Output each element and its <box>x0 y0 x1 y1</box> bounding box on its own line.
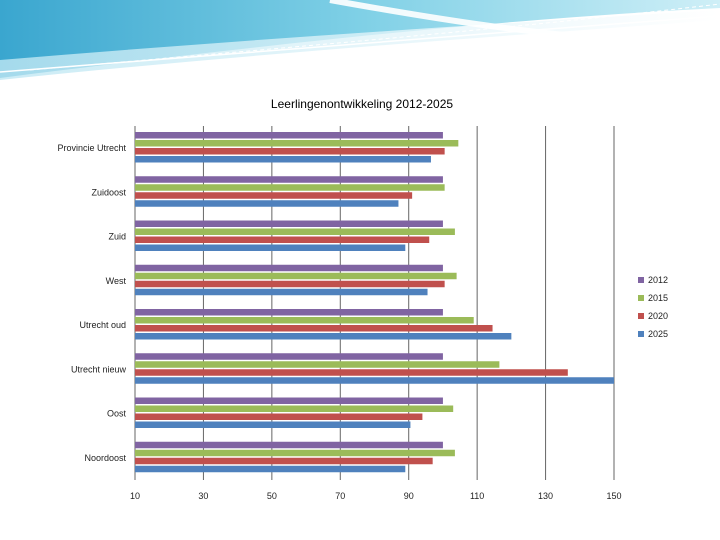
x-tick-label: 10 <box>130 491 140 501</box>
legend-swatch-2020 <box>638 313 644 319</box>
bar-2025 <box>135 156 431 163</box>
bar-2012 <box>135 132 443 139</box>
bar-2025 <box>135 333 512 340</box>
legend-label: 2012 <box>648 275 668 285</box>
bar-2012 <box>135 264 443 272</box>
category-label: Noordoost <box>84 453 126 463</box>
bar-2015 <box>135 405 454 412</box>
bar-2015 <box>135 140 459 147</box>
bar-2020 <box>135 280 445 288</box>
legend-label: 2020 <box>648 311 668 321</box>
legend-label: 2025 <box>648 329 668 339</box>
bar-2015 <box>135 184 445 191</box>
x-tick-label: 70 <box>335 491 345 501</box>
bar-2020 <box>135 457 433 465</box>
legend: 2012 2015 2020 2025 <box>638 275 668 339</box>
bar-2012 <box>135 309 443 316</box>
bar-2015 <box>135 449 455 457</box>
bar-2020 <box>135 325 493 332</box>
category-label: Utrecht oud <box>79 320 126 330</box>
chart-title: Leerlingenontwikkeling 2012-2025 <box>271 97 453 111</box>
bar-2025 <box>135 377 614 384</box>
bar-2020 <box>135 148 445 155</box>
x-tick-label: 110 <box>470 491 484 501</box>
bar-2015 <box>135 317 474 324</box>
bar-2025 <box>135 465 406 473</box>
legend-swatch-2012 <box>638 277 644 283</box>
category-label: Zuid <box>108 232 126 242</box>
category-label: Oost <box>107 409 127 419</box>
bar-2012 <box>135 441 443 449</box>
bar-2012 <box>135 220 443 227</box>
bar-2020 <box>135 369 568 376</box>
bar-2012 <box>135 353 443 360</box>
x-tick-label: 150 <box>606 491 621 501</box>
category-label: West <box>106 276 127 286</box>
bar-2025 <box>135 244 406 251</box>
x-axis-ticks: 10 30 50 70 90 110 130 150 <box>130 491 622 501</box>
bar-2025 <box>135 421 411 428</box>
legend-swatch-2025 <box>638 331 644 337</box>
bar-2020 <box>135 413 423 420</box>
bar-2015 <box>135 228 455 235</box>
category-label: Provincie Utrecht <box>57 143 126 153</box>
bar-2025 <box>135 200 399 207</box>
bar-2025 <box>135 288 428 296</box>
bar-2015 <box>135 272 457 280</box>
bar-2020 <box>135 236 430 243</box>
category-label: Zuidoost <box>91 187 126 197</box>
legend-swatch-2015 <box>638 295 644 301</box>
bar-2012 <box>135 397 443 404</box>
x-tick-label: 50 <box>267 491 277 501</box>
bars <box>135 132 614 473</box>
x-tick-label: 30 <box>198 491 208 501</box>
x-tick-label: 90 <box>404 491 414 501</box>
bar-2020 <box>135 192 413 199</box>
category-label: Utrecht nieuw <box>71 364 127 374</box>
x-tick-label: 130 <box>538 491 553 501</box>
bar-2015 <box>135 361 500 368</box>
category-labels: Provincie Utrecht Zuidoost Zuid West Utrecht… <box>57 143 126 463</box>
decorative-banner <box>0 0 720 80</box>
legend-label: 2015 <box>648 293 668 303</box>
bar-2012 <box>135 176 443 183</box>
